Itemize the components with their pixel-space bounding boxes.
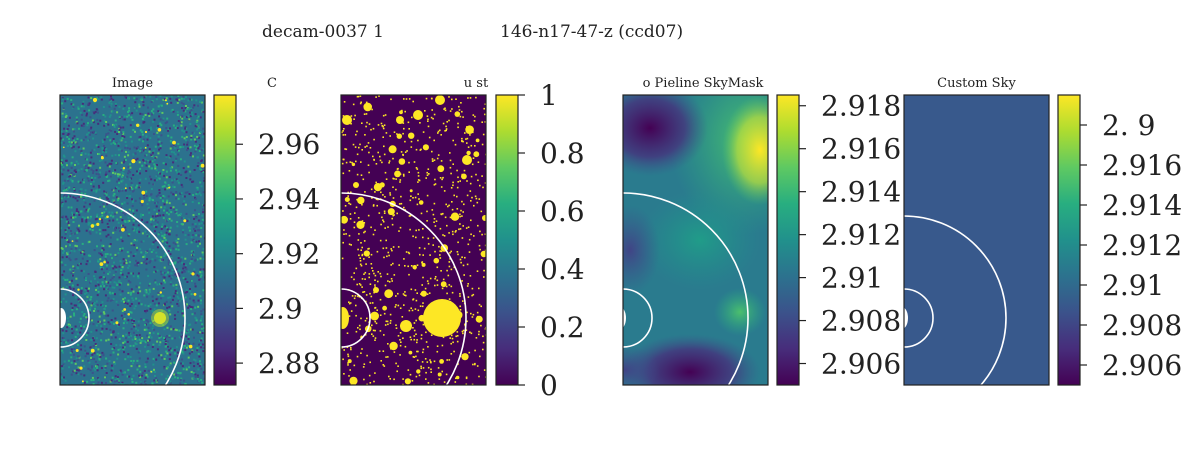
custom-sky-heatmap — [904, 95, 1049, 385]
pipeline-sky-heatmap — [623, 95, 768, 385]
colorbar: 2.906 2.908 2.91 2.912 2.914 2.916 2. 9 — [1057, 94, 1182, 386]
colorbar-tick-label: 2.9 — [258, 292, 303, 325]
colorbar-frame — [1057, 94, 1081, 386]
colorbar-tick-label: 2.94 — [258, 183, 320, 216]
panel-frame — [903, 94, 1050, 386]
colorbar-tick-label: 2.916 — [1102, 149, 1182, 182]
mask-heatmap — [341, 95, 486, 385]
image-heatmap — [60, 95, 205, 385]
colorbar-tick-label: 0.4 — [540, 253, 585, 286]
panel-pipeline-sky: o Pieline SkyMask 2.9062.9082.912.9122.9… — [622, 76, 901, 386]
colorbar-frame — [213, 94, 237, 386]
colorbar-tick-label: 2.914 — [821, 176, 901, 209]
image-noise — [60, 95, 205, 385]
colorbar-tick-label: 2.906 — [821, 348, 901, 381]
colorbar-tick-label: 2. 9 — [1102, 109, 1155, 142]
colorbar-tick-label: 0 — [540, 369, 558, 402]
colorbar-gradient — [214, 95, 236, 385]
colorbar-tick-label: 2.96 — [258, 128, 320, 161]
colorbar-frame — [776, 94, 800, 386]
colorbar-label: C — [267, 76, 277, 91]
colorbar-tick-label: 0.2 — [540, 311, 585, 344]
annulus-outer-ring — [904, 215, 1007, 385]
annulus-inner-ring — [904, 288, 934, 348]
colorbar-tick-label: 0.8 — [540, 137, 585, 170]
panel-mask: u st 0 0.2 0.4 0.6 0.8 1 — [340, 76, 585, 402]
colorbar-tick-label: 2.91 — [1102, 269, 1164, 302]
colorbar-tick-label: 2.91 — [821, 262, 883, 295]
panel-frame — [59, 94, 206, 386]
colorbar-tick-label: 2.912 — [1102, 229, 1182, 262]
colorbar-tick-label: 2.88 — [258, 347, 320, 380]
panel-frame — [622, 94, 769, 386]
annulus-inner-ring — [60, 288, 90, 348]
panel-frame — [340, 94, 487, 386]
colorbar-tick-label: 1 — [540, 79, 558, 112]
colorbar-tick-label: 2.918 — [821, 90, 901, 123]
colorbar-gradient — [496, 95, 518, 385]
colorbar-tick-label: 2.908 — [821, 305, 901, 338]
colorbar-tick-label: 2.908 — [1102, 309, 1182, 342]
colorbar-frame — [495, 94, 519, 386]
colorbar-tick-label: 0.6 — [540, 195, 585, 228]
panel-custom-sky: Custom Sky 2.906 2.908 2.91 2.912 2.914 2.916… — [903, 76, 1182, 386]
figure-title-left: decam-0037 1 — [262, 22, 384, 42]
colorbar-tick-label: 2.914 — [1102, 189, 1182, 222]
mask-blobs — [341, 95, 486, 385]
annulus-outer-ring — [341, 192, 467, 385]
colorbar-tick-label: 2.912 — [821, 219, 901, 252]
panel-title: u st — [464, 76, 489, 91]
annulus-inner-ring — [623, 288, 653, 348]
figure-title-right: 146-n17-47-z (ccd07) — [500, 22, 683, 42]
panel-title: Custom Sky — [937, 76, 1016, 91]
annulus-inner-ring — [341, 288, 371, 348]
colorbar-gradient — [777, 95, 799, 385]
panel-title: Image — [112, 76, 154, 91]
colorbar: 2.906 2.908 2.91 2.912 2.914 2.916 2.918 — [776, 90, 901, 386]
colorbar-tick-label: 2.92 — [258, 238, 320, 271]
annulus-outer-ring — [623, 192, 749, 385]
panel-title: o Pieline SkyMask — [643, 76, 764, 91]
colorbar-gradient — [1058, 95, 1080, 385]
image-sources — [60, 97, 205, 383]
annulus-outer-ring — [60, 192, 186, 385]
colorbar-tick-label: 2.906 — [1102, 349, 1182, 382]
colorbar: 2.88 2.9 2.92 2.94 2.96 — [213, 94, 320, 386]
colorbar-tick-label: 2.916 — [821, 133, 901, 166]
colorbar: 0 0.2 0.4 0.6 0.8 1 — [495, 79, 585, 402]
panel-image: Image C 2.88 2.9 2.92 2.94 2.96 — [59, 76, 320, 386]
